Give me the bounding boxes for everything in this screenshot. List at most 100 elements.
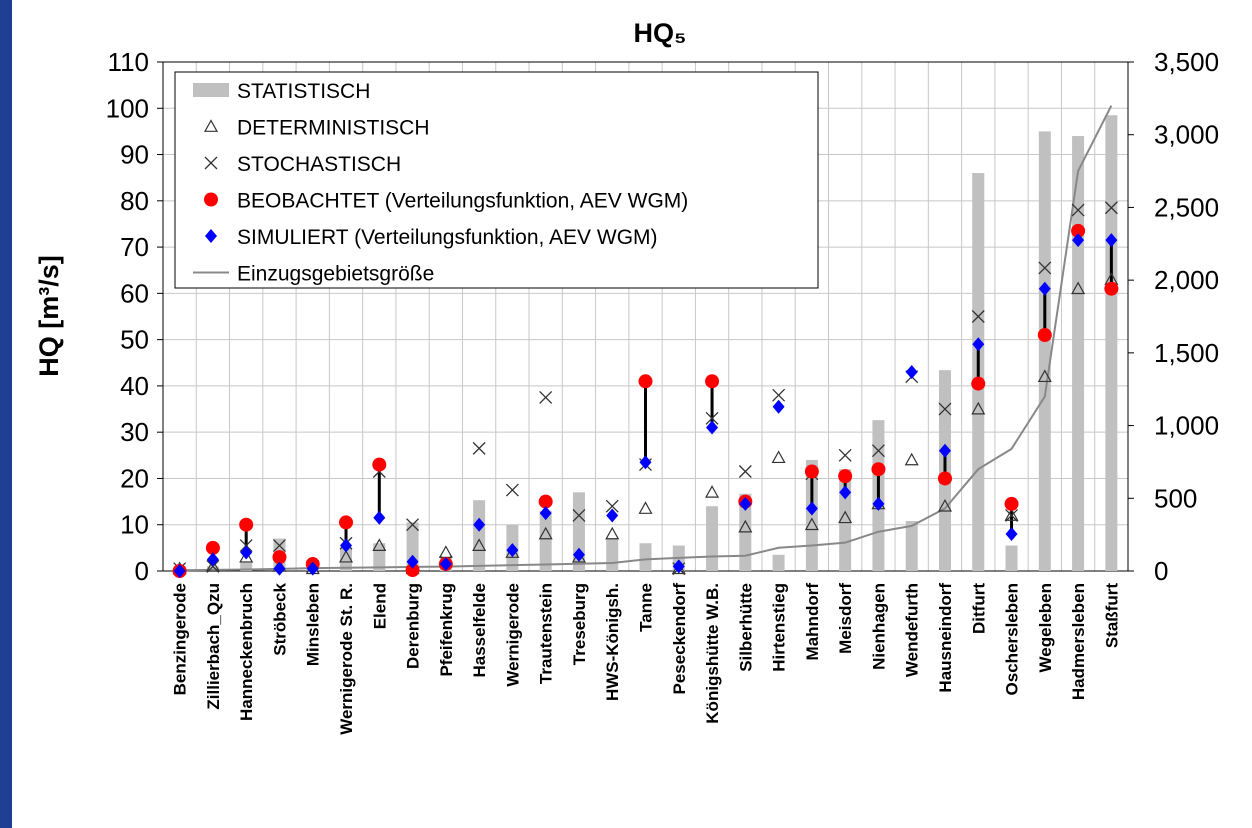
circle-marker [804,464,819,479]
diamond-marker [473,517,486,532]
y2-tick-label: 3,500 [1154,47,1219,77]
x-tick-label: Hausneindorf [936,583,955,693]
legend-label: Einzugsgebietsgröße [237,263,434,286]
legend-label: SIMULIERT (Verteilungsfunktion, AEV WGM) [237,226,658,249]
triangle-marker [239,549,254,563]
y2-tick-label: 0 [1154,556,1168,586]
cross-marker [605,499,619,513]
x-tick-label: Minsleben [304,583,323,666]
x-tick-label: Nienhagen [869,583,888,670]
cross-marker [1038,261,1052,275]
diamond-marker [706,420,719,435]
y2-tick-label: 2,500 [1154,192,1219,222]
bar [606,538,619,571]
y-tick-label: 0 [135,556,149,586]
diamond-marker [1072,233,1085,248]
triangle-marker [937,498,953,512]
triangle-marker [472,538,487,551]
triangle-marker [738,519,753,533]
y-tick-label: 20 [120,463,149,493]
x-tick-label: Pfeifenkrug [437,583,456,677]
x-tick-label: Wernigerode St. R. [337,583,356,735]
y-tick-label: 10 [120,510,149,540]
y2-tick-label: 500 [1154,483,1197,513]
diamond-marker [639,455,652,470]
side-strip [0,0,12,828]
legend-key [193,83,229,97]
diamond-marker [1038,281,1051,296]
cross-marker [1104,201,1118,215]
circle-marker [838,469,853,484]
x-tick-label: Peseckendorf [670,583,689,695]
y-tick-label: 60 [120,278,149,308]
circle-marker [405,563,420,578]
diamond-marker [839,485,852,500]
bar [706,506,719,571]
diamond-marker [606,508,619,523]
cross-marker [1071,203,1085,217]
diamond-marker [173,564,186,578]
x-tick-label: Staßfurt [1102,583,1121,649]
circle-marker [372,457,387,472]
y-tick-label: 100 [106,93,149,123]
x-tick-label: Tanne [637,583,656,632]
triangle-marker [1071,281,1086,295]
circle-marker [339,515,354,530]
diamond-marker [672,559,685,574]
diamond-marker [1005,526,1018,541]
cross-marker [406,518,420,532]
legend-label: BEOBACHTET (Verteilungsfunktion, AEV WGM… [237,190,688,213]
y-axis-label: HQ [m³/s] [34,255,64,377]
x-tick-label: Hasselfelde [470,583,489,678]
y-tick-label: 90 [120,140,149,170]
triangle-marker [838,510,853,524]
y-tick-label: 110 [108,47,149,77]
y-tick-label: 30 [120,417,149,447]
cross-marker [273,539,286,553]
chart-title: HQ₅ [634,18,687,48]
diamond-marker [439,557,452,572]
x-tick-label: Silberhütte [736,583,755,672]
diamond-marker [539,506,552,521]
bar [905,521,918,571]
x-tick-label: Wegeleben [1036,583,1055,672]
diamond-marker [1105,233,1118,248]
triangle-marker [438,545,453,558]
triangle-marker [804,517,819,531]
legend-label: STATISTISCH [237,80,370,103]
triangle-marker [771,450,786,464]
diamond-marker [340,538,353,553]
triangle-marker [1037,369,1052,383]
diamond-marker [373,510,386,525]
circle-marker [204,192,218,207]
bar [1072,136,1085,571]
x-tick-label: Benzingerode [171,583,190,695]
bar [1005,545,1018,571]
y2-tick-label: 2,000 [1154,265,1219,295]
triangle-marker [205,559,220,572]
y2-tick-label: 1,500 [1154,338,1219,368]
triangle-marker [338,549,354,563]
cross-marker [204,156,218,170]
circle-marker [239,517,254,532]
y-tick-label: 40 [120,371,149,401]
triangle-marker [538,526,553,540]
cross-marker [738,465,752,478]
area-size-line [179,105,1113,572]
diamond-marker [772,399,785,414]
circle-marker [871,462,886,477]
legend-box [174,71,819,289]
bar [473,500,486,571]
bar [772,554,785,571]
x-tick-label: Elend [370,583,389,629]
cross-marker [971,310,985,323]
circle-marker [1104,281,1119,296]
diamond-marker [306,561,319,576]
circle-marker [205,540,220,555]
triangle-marker [638,501,653,514]
y-tick-label: 80 [120,186,149,216]
circle-marker [272,550,287,565]
diamond-marker [240,545,253,560]
diamond-marker [506,543,519,558]
y-tick-label: 50 [120,325,149,355]
